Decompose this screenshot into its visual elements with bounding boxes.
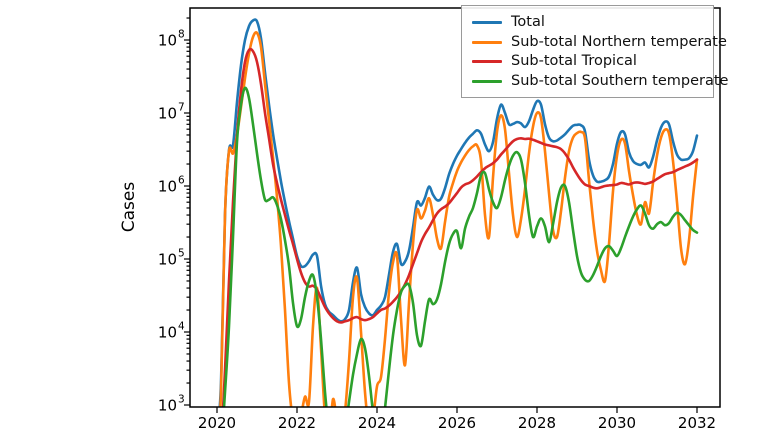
southern-temperate-line-swatch — [472, 79, 502, 83]
legend-label: Total — [511, 14, 545, 31]
svg-text:6: 6 — [178, 175, 185, 187]
svg-text:7: 7 — [178, 102, 185, 114]
legend-label: Sub-total Tropical — [511, 53, 637, 70]
series-line-sub-total-northern-temperate — [219, 31, 699, 407]
svg-text:2024: 2024 — [358, 414, 396, 432]
plot-frame — [189, 7, 721, 408]
legend-item-northern-temperate[interactable]: Sub-total Northern temperate — [470, 33, 727, 53]
legend-label: Sub-total Southern temperate — [511, 72, 729, 89]
total-line-swatch — [472, 21, 502, 25]
svg-text:2026: 2026 — [438, 414, 476, 432]
svg-text:4: 4 — [178, 321, 185, 333]
svg-text:10: 10 — [158, 397, 177, 415]
svg-text:5: 5 — [178, 248, 185, 260]
series-line-sub-total-southern-temperate — [222, 86, 699, 407]
svg-text:2030: 2030 — [598, 414, 636, 432]
northern-temperate-line-swatch — [472, 40, 502, 44]
svg-text:2020: 2020 — [198, 414, 236, 432]
svg-text:2028: 2028 — [518, 414, 556, 432]
series-lines — [218, 18, 699, 407]
svg-text:10: 10 — [158, 324, 177, 342]
svg-text:10: 10 — [158, 178, 177, 196]
svg-text:8: 8 — [178, 29, 185, 41]
svg-text:3: 3 — [178, 394, 185, 406]
series-line-sub-total-tropical — [221, 47, 699, 407]
tropical-line-swatch — [472, 60, 502, 64]
legend-item-tropical[interactable]: Sub-total Tropical — [470, 52, 705, 72]
svg-text:10: 10 — [158, 105, 177, 123]
svg-text:2022: 2022 — [278, 414, 316, 432]
y-axis-label: Cases — [119, 181, 139, 233]
svg-text:2032: 2032 — [678, 414, 716, 432]
legend-label: Sub-total Northern temperate — [511, 33, 727, 50]
legend-item-southern-temperate[interactable]: Sub-total Southern temperate — [470, 72, 728, 92]
legend[interactable]: Total Sub-total Northern temperate Sub-t… — [461, 5, 728, 98]
svg-text:10: 10 — [158, 32, 177, 50]
legend-item-total[interactable]: Total — [470, 13, 705, 33]
svg-text:10: 10 — [158, 251, 177, 269]
